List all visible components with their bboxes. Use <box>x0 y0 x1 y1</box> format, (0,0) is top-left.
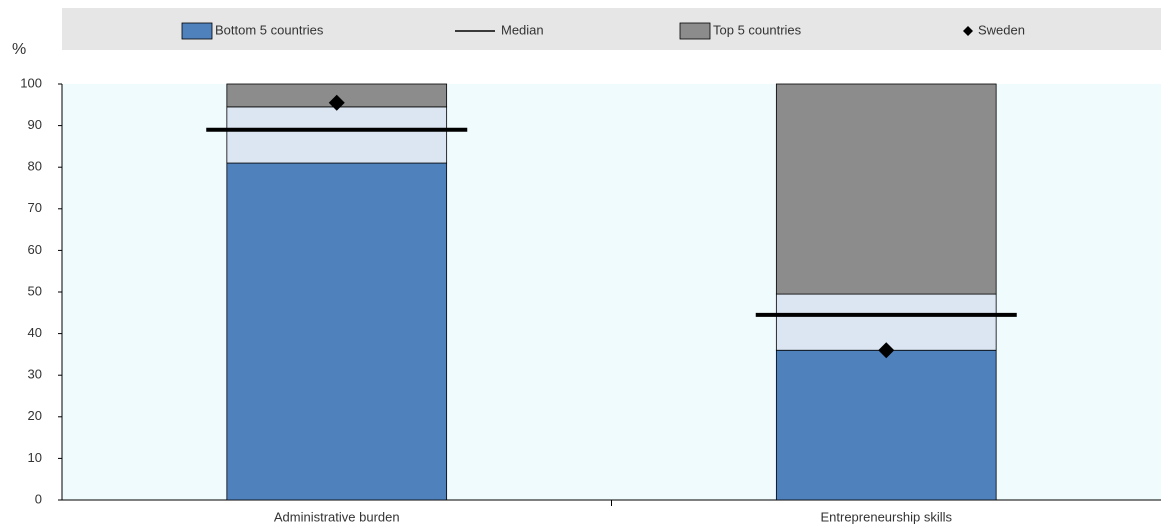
y-tick-label: 90 <box>28 117 42 132</box>
y-tick-label: 100 <box>20 75 42 90</box>
y-tick-label: 20 <box>28 408 42 423</box>
legend-swatch <box>181 22 213 40</box>
x-tick-label: Entrepreneurship skills <box>820 509 952 524</box>
y-tick-label: 70 <box>28 200 42 215</box>
y-tick-label: 80 <box>28 159 42 174</box>
y-tick-label: 0 <box>35 491 42 506</box>
y-tick-label: 40 <box>28 325 42 340</box>
x-tick-label: Administrative burden <box>274 509 400 524</box>
legend-label: Bottom 5 countries <box>215 22 324 37</box>
bar-segment <box>775 293 997 351</box>
bar-segment <box>775 83 997 295</box>
bar-segment <box>775 349 997 501</box>
y-tick-label: 10 <box>28 450 42 465</box>
legend-swatch <box>679 22 711 40</box>
y-tick-label: 50 <box>28 283 42 298</box>
legend-background <box>62 8 1161 50</box>
legend-label: Median <box>501 22 544 37</box>
y-axis-label: % <box>12 41 26 58</box>
bar-segment <box>226 162 448 501</box>
y-tick-label: 30 <box>28 367 42 382</box>
y-tick-label: 60 <box>28 242 42 257</box>
sweden-marker <box>878 342 895 359</box>
sweden-marker <box>328 94 345 111</box>
bar-segment <box>226 106 448 164</box>
legend-swatch <box>963 26 973 36</box>
legend-label: Sweden <box>978 22 1025 37</box>
legend-label: Top 5 countries <box>713 22 802 37</box>
